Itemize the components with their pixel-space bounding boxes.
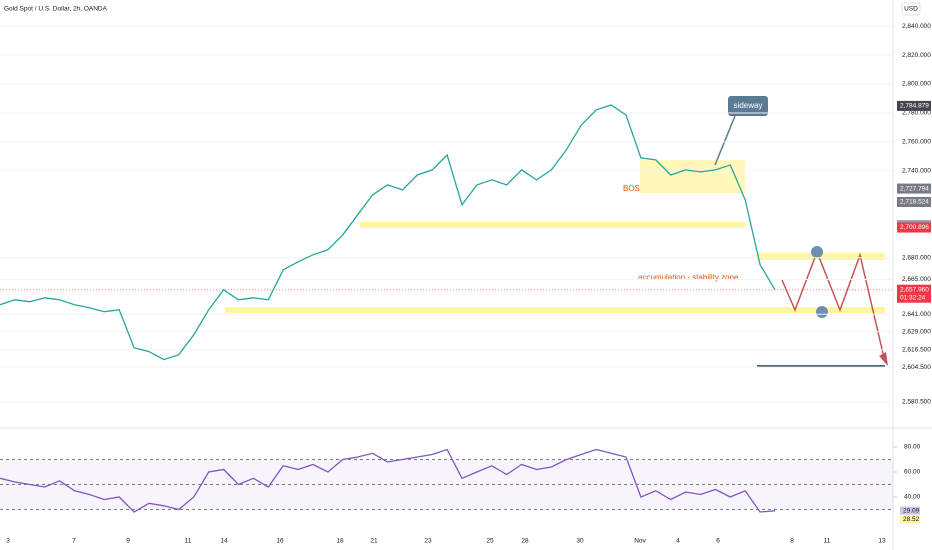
y-tick-label: 2,629.000 xyxy=(902,328,931,335)
rsi-marker-label: 28.52 xyxy=(903,516,920,523)
support-zone xyxy=(360,222,745,228)
x-tick-label: 23 xyxy=(424,538,432,545)
point xyxy=(811,246,823,258)
annotation: sideway xyxy=(734,101,763,110)
currency-box xyxy=(901,2,921,16)
x-tick-label: Nov xyxy=(634,538,646,545)
annotation: accumulation - stability zone xyxy=(638,273,739,282)
x-tick-label: 28 xyxy=(521,538,529,545)
y-tick-label: 2,820.000 xyxy=(902,52,931,59)
rsi-marker xyxy=(900,506,920,515)
price-marker-label: 2,718.524 xyxy=(900,199,929,206)
support-zone xyxy=(225,307,885,313)
resistance-zone xyxy=(757,253,885,260)
price-marker xyxy=(897,222,931,233)
x-tick-label: 4 xyxy=(676,538,680,545)
rsi-tick-label: 40.00 xyxy=(904,494,921,501)
x-tick-label: 18 xyxy=(336,538,344,545)
rsi-marker-label: 29.09 xyxy=(903,507,920,514)
point xyxy=(816,306,828,318)
chart-title: Gold Spot / U.S. Dollar, 2h, OANDA xyxy=(4,6,108,13)
y-tick-label: 2,800.000 xyxy=(902,81,931,88)
y-tick-label: 2,740.000 xyxy=(902,168,931,175)
price-marker-label: 2,784.879 xyxy=(900,103,929,110)
x-tick-label: 11 xyxy=(185,538,192,545)
y-tick-label: 2,665.000 xyxy=(902,276,931,283)
projection-arrow xyxy=(879,352,888,366)
x-tick-label: 13 xyxy=(878,538,886,545)
x-tick-label: 14 xyxy=(220,538,228,545)
price-marker xyxy=(897,100,931,111)
y-tick-label: 2,641.000 xyxy=(902,311,931,318)
x-tick-label: 30 xyxy=(576,538,584,545)
x-tick-label: 11 xyxy=(824,538,831,545)
price-marker-label: 2,657.960 xyxy=(900,286,929,293)
x-tick-label: 16 xyxy=(276,538,284,545)
price-marker xyxy=(897,196,931,207)
projection-path xyxy=(781,249,886,363)
x-tick-label: 6 xyxy=(716,538,720,545)
y-tick-label: 2,760.000 xyxy=(902,139,931,146)
annotation: BOS xyxy=(623,184,640,193)
currency: USD xyxy=(904,6,918,13)
y-tick-label: 2,680.000 xyxy=(902,255,931,262)
y-tick-label: 2,616.500 xyxy=(902,346,931,353)
price-marker-label: 2,700.896 xyxy=(900,224,929,231)
rsi-line xyxy=(0,448,776,513)
x-tick-label: 25 xyxy=(486,538,494,545)
rsi-marker xyxy=(900,515,920,524)
countdown-box xyxy=(897,293,931,303)
price-line xyxy=(0,104,776,361)
x-tick-label: 8 xyxy=(790,538,794,545)
callout-pointer xyxy=(714,115,736,166)
y-tick-label: 2,840.000 xyxy=(902,23,931,30)
price-marker xyxy=(897,284,931,295)
rsi-tick-label: 60.00 xyxy=(904,469,921,476)
y-tick-label: 2,780.000 xyxy=(902,110,931,117)
callout xyxy=(728,96,768,116)
rsi-tick-label: 80.00 xyxy=(904,444,921,451)
price-marker-label: 2,727.794 xyxy=(900,185,929,192)
x-tick-label: 3 xyxy=(6,538,10,545)
x-tick-label: 9 xyxy=(126,538,130,545)
y-tick-label: 2,580.500 xyxy=(902,399,931,406)
x-tick-label: 21 xyxy=(370,538,378,545)
countdown: 01:32:24 xyxy=(900,294,926,301)
y-tick-label: 2,604.500 xyxy=(902,364,931,371)
x-tick-label: 7 xyxy=(72,538,76,545)
price-marker xyxy=(897,183,931,194)
